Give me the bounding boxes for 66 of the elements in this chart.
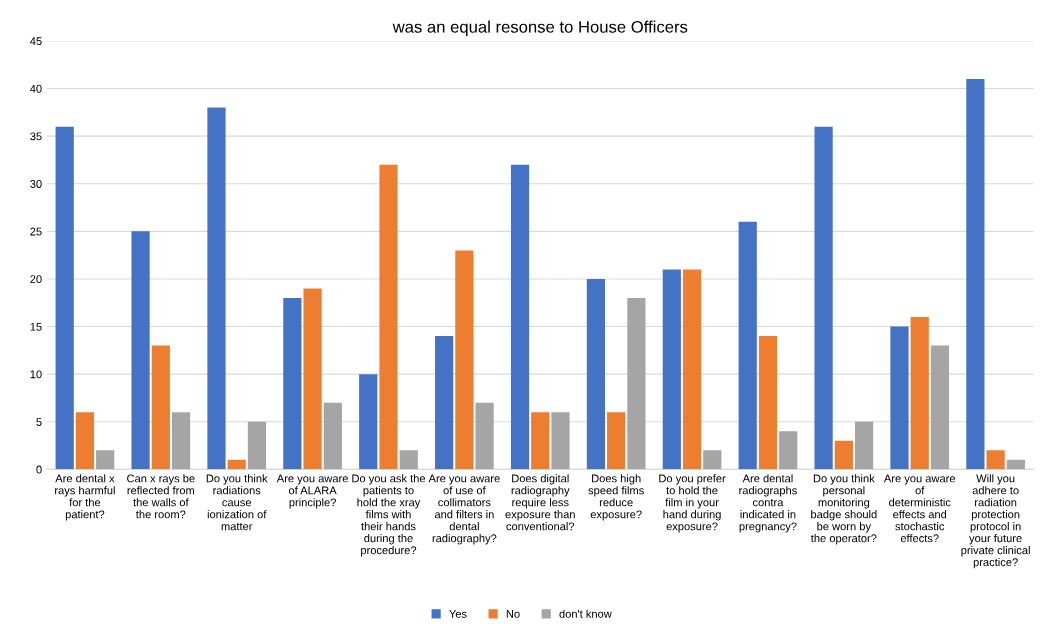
x-tick-label: Are dental x rays harmful for the patient?: [55, 474, 115, 521]
y-tick-label: 0: [36, 465, 42, 474]
bar: [834, 440, 853, 470]
bar: [910, 317, 929, 470]
bar: [151, 345, 170, 470]
bar: [323, 402, 342, 470]
x-tick-label: Will you adhere to radiation protection protocol in your future private clinical practice?: [961, 474, 1030, 569]
bar: [531, 412, 550, 470]
bar: [890, 326, 909, 470]
bar: [55, 126, 74, 470]
legend-label: don't know: [559, 609, 612, 618]
x-tick-label: Are you aware of ALARA principle?: [276, 474, 348, 509]
bar: [227, 459, 246, 470]
bar: [475, 402, 494, 470]
bar: [455, 250, 474, 470]
bar: [662, 269, 681, 470]
bar: [682, 269, 702, 470]
x-tick-label: Do you think personal monitoring badge should be worn by the operator?: [810, 474, 877, 545]
bar: [627, 297, 646, 470]
x-tick-label: Does high speed films reduce exposure?: [588, 474, 644, 521]
x-tick-label: Are dental radiographs contra indicated in pregnancy?: [739, 474, 797, 533]
x-tick-label: Can x rays be reflected from the walls of the room?: [127, 474, 195, 519]
bar: [435, 336, 454, 470]
bar: [854, 421, 874, 470]
bar: [399, 450, 418, 470]
bar: [607, 412, 626, 470]
bar: [379, 164, 398, 470]
y-tick-label: 40: [30, 84, 42, 93]
legend-label: No: [506, 610, 520, 618]
y-tick-label: 20: [30, 275, 42, 284]
bar: [551, 412, 570, 470]
y-tick-label: 25: [30, 227, 42, 236]
bar: [303, 288, 322, 470]
legend-label: Yes: [449, 610, 467, 618]
bar: [283, 297, 302, 470]
y-tick-label: 35: [30, 132, 42, 141]
x-tick-label: Are you aware of deterministic effects and stochastic effects?: [883, 474, 956, 543]
bar: [738, 221, 757, 470]
x-tick-label: Does digital radiography require less exposure than conventional?: [505, 474, 575, 531]
bar: [966, 79, 985, 470]
bar: [986, 450, 1005, 470]
x-tick-label: Do you prefer to hold the film in your hand during exposure?: [659, 474, 726, 533]
bar: [586, 278, 606, 470]
y-tick-label: 45: [30, 37, 42, 46]
y-tick-label: 5: [36, 418, 42, 426]
bar: [171, 412, 191, 470]
bar: [96, 450, 115, 470]
bar: [779, 431, 798, 470]
bar: [359, 374, 378, 470]
bar: [510, 164, 530, 470]
bar: [247, 421, 267, 470]
x-tick-label: Do you ask the patients to hold the xray films with their hands during the procedure?: [352, 474, 426, 557]
bar: [207, 107, 226, 470]
bar: [75, 412, 95, 470]
bar: [758, 336, 778, 470]
chart-title: was an equal resonse to House Officers: [392, 20, 688, 37]
bar: [703, 450, 722, 470]
y-tick-label: 10: [30, 370, 42, 379]
bar: [930, 345, 950, 470]
x-tick-label: Are you aware of use of collimators and filters in dental radiography?: [428, 474, 500, 545]
bar: [131, 231, 150, 470]
bar: [814, 126, 833, 470]
x-tick-label: Do you think radiations cause ionization of matter: [206, 474, 268, 531]
y-tick-label: 30: [30, 180, 42, 188]
y-tick-label: 15: [30, 322, 42, 331]
bar: [1006, 459, 1025, 470]
